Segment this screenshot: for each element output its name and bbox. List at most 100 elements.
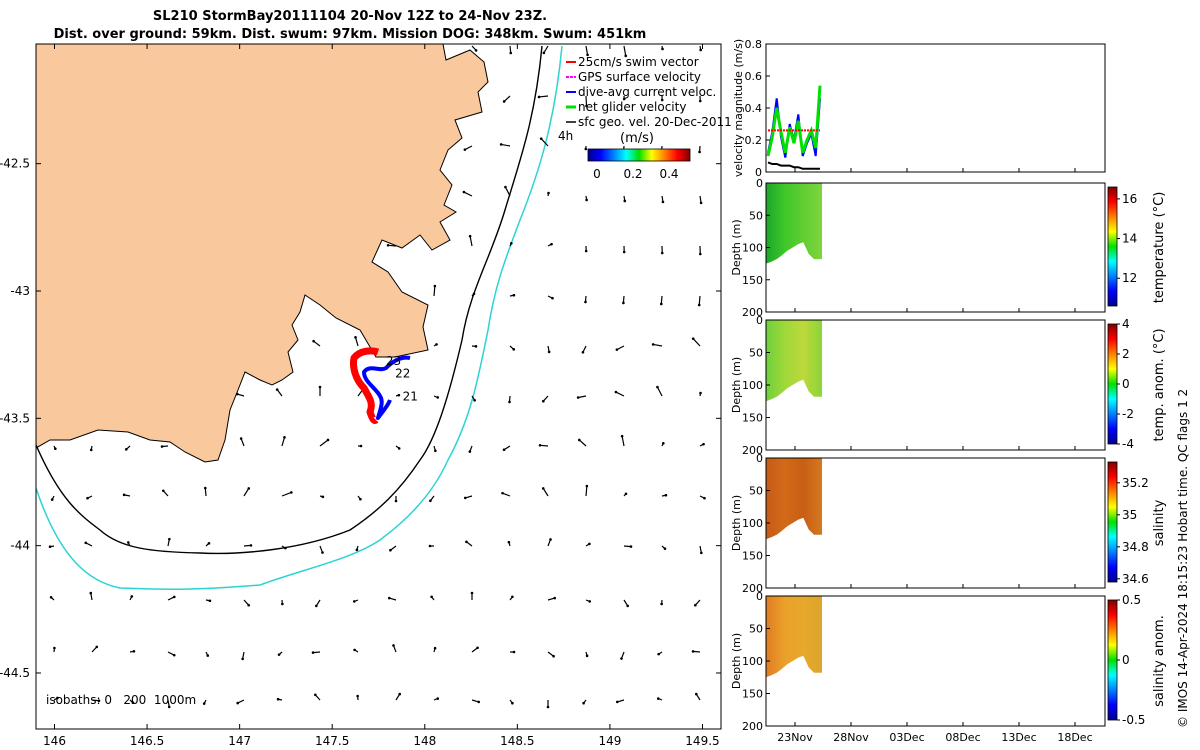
colorbar-tick-0: 0 [593,167,601,181]
sfc-velocity-arrowhead [584,147,588,151]
sfc-velocity-arrowhead [542,51,546,55]
colorbar-tick-label: -4 [1122,437,1134,451]
sfc-velocity-arrowhead [326,438,330,442]
sfc-velocity-arrowhead [284,546,287,550]
sfc-velocity-arrowhead [130,595,134,598]
colorbar-title: (m/s) [620,131,654,146]
velocity-ylabel: velocity magnitude (m/s) [732,39,745,177]
sfc-velocity-arrow [464,145,473,151]
sfc-velocity-arrowhead [588,542,591,546]
depth-tick-label: 50 [749,623,763,636]
sfc-velocity-arrow [621,436,625,447]
sfc-velocity-arrowhead [167,705,171,709]
heatmap-panel-salinity-anomaly: 0 50 100 150 200 Depth (m) 0.5 0 -0.5 salinity an… [730,590,1167,733]
sfc-velocity-arrowhead [550,242,553,246]
sfc-velocity-arrow [585,95,588,107]
sfc-velocity-arrowhead [511,595,514,599]
sfc-velocity-arrowhead [239,437,243,440]
sfc-velocity-arrowhead [660,98,664,102]
colorbar-tick-label: 34.8 [1122,540,1149,554]
sfc-velocity-arrowhead [582,701,585,705]
sfc-velocity-arrow [698,295,701,306]
time-offset-label: 4h [558,129,573,143]
depth-tick-label: 100 [742,517,763,530]
sfc-velocity-arrowhead [433,284,437,288]
colorbar-tick-label: 35.2 [1122,476,1149,490]
sfc-velocity-arrowhead [474,49,478,52]
sfc-velocity-arrow [615,391,625,397]
sfc-velocity-arrowhead [386,244,390,247]
sfc-velocity-arrowhead [355,548,359,552]
sfc-velocity-arrow [240,438,245,447]
velocity-ytick-label: 0.6 [745,70,763,83]
sfc-velocity-arrowhead [236,701,240,705]
heatmap-data-salinity [766,458,822,540]
sfc-velocity-arrowhead [172,653,176,657]
colorbar-salinity-anomaly [1107,599,1118,721]
sfc-velocity-arrowhead [622,250,626,254]
sfc-velocity-arrowhead [585,484,589,488]
sfc-velocity-arrowhead [623,199,627,203]
sfc-velocity-arrowhead [353,648,356,652]
sfc-velocity-arrowhead [470,591,474,595]
sfc-velocity-arrowhead [204,486,207,490]
sfc-velocity-arrowhead [615,700,619,704]
sfc-velocity-arrowhead [537,95,541,99]
sfc-velocity-arrowhead [436,697,440,700]
sfc-velocity-arrowhead [622,301,625,305]
depth-tick-label: 150 [742,688,763,701]
sfc-velocity-arrowhead [585,198,588,202]
sfc-velocity-arrowhead [318,385,322,389]
sfc-velocity-arrow [504,186,511,197]
heatmap-data-temperature-anomaly [766,320,822,402]
sfc-velocity-arrowhead [614,390,618,394]
colorbar-label: temp. anom. (°C) [1152,328,1167,441]
heatmap-panel-temperature: 0 50 100 150 200 Depth (m) 16 14 12 temperature (… [730,177,1167,319]
sfc-velocity-arrowhead [53,646,56,650]
sfc-velocity-arrow [243,488,250,497]
map-ytick-label: -43.5 [0,411,30,425]
map-frame [35,43,722,730]
sfc-velocity-arrowhead [626,604,630,608]
colorbar-label: temperature (°C) [1152,192,1167,304]
map-ytick-label: -44 [10,539,30,553]
sfc-velocity-arrowhead [392,644,395,647]
sfc-velocity-arrowhead [698,150,701,154]
sfc-velocity-arrowhead [468,234,472,238]
sfc-velocity-arrow [542,488,549,497]
sfc-velocity-arrowhead [124,448,128,451]
sfc-velocity-arrowhead [615,348,619,351]
sfc-velocity-arrowhead [476,646,479,650]
velocity-ytick-label: 0.8 [745,38,763,51]
sfc-velocity-arrowhead [512,293,516,297]
sfc-velocity-arrowhead [160,445,164,448]
map-legend: 25cm/s swim vector GPS surface velocity … [558,55,732,181]
sfc-velocity-arrowhead [474,345,478,348]
sfc-velocity-arrowhead [700,551,703,555]
velocity-series-line [766,85,822,157]
sfc-velocity-arrowhead [499,143,503,146]
sfc-velocity-arrowhead [578,438,581,442]
sfc-velocity-arrowhead [352,600,356,603]
depth-tick-label: 50 [749,347,763,360]
sfc-velocity-arrow [501,143,511,147]
depth-tick-label: 150 [742,412,763,425]
velocity-series-line [767,161,820,170]
sfc-velocity-arrowhead [691,650,695,653]
sfc-velocity-arrow [578,395,587,399]
sfc-velocity-arrow [660,295,663,305]
map-xtick-label: 148 [413,734,436,748]
sfc-velocity-arrowhead [547,191,550,195]
sfc-velocity-arrowhead [547,350,551,354]
sfc-velocity-arrow [656,386,663,397]
sfc-velocity-arrowhead [275,388,279,391]
sfc-velocity-arrow [319,439,329,447]
legend-gps-velocity: GPS surface velocity [578,70,701,84]
sfc-velocity-arrowhead [512,348,516,351]
sfc-velocity-arrowhead [283,436,286,439]
sfc-velocity-arrowhead [661,47,664,51]
sfc-velocity-arrowhead [356,694,359,698]
sfc-velocity-arrowhead [398,692,402,696]
sfc-velocity-arrow [463,191,473,197]
